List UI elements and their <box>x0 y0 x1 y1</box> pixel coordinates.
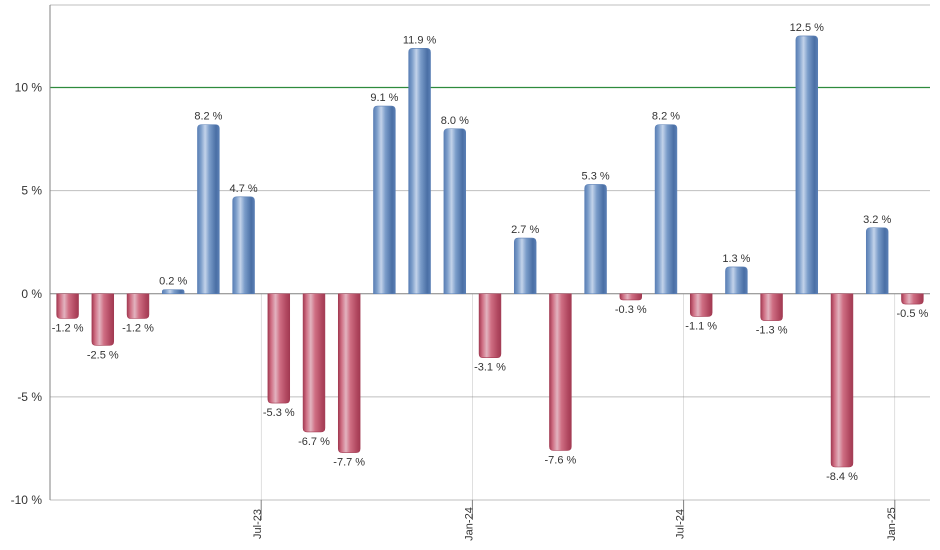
bar-value-label: -2.5 % <box>87 349 119 361</box>
bar-value-label: 8.2 % <box>652 111 680 123</box>
bar <box>444 129 466 294</box>
bar <box>549 294 571 451</box>
bar <box>831 294 853 467</box>
bar-value-label: 1.3 % <box>722 253 750 265</box>
bar-value-label: -5.3 % <box>263 407 295 419</box>
bar-value-label: -1.1 % <box>685 320 717 332</box>
bar-value-label: -1.3 % <box>756 325 788 337</box>
bar <box>338 294 360 453</box>
y-axis-label: 10 % <box>15 81 43 95</box>
x-axis-label: Jul-23 <box>252 509 264 539</box>
bar-value-label: 12.5 % <box>790 22 824 34</box>
bar <box>901 294 923 304</box>
bar <box>197 125 219 294</box>
bar <box>796 36 818 294</box>
bar <box>233 197 255 294</box>
y-axis-label: 5 % <box>21 184 42 198</box>
bar <box>514 238 536 294</box>
x-axis-label: Jan-25 <box>886 507 898 541</box>
bar-value-label: -8.4 % <box>826 471 858 483</box>
bar-value-label: -1.2 % <box>122 323 154 335</box>
bar <box>690 294 712 317</box>
bar-value-label: 11.9 % <box>403 34 437 46</box>
bar-value-label: 9.1 % <box>370 92 398 104</box>
bar <box>585 184 607 293</box>
bar-value-label: -3.1 % <box>474 362 506 374</box>
bar-chart: -10 % -5 % 0 % 5 % 10 % -1.2 % -2.5 % -1.2 % 0.2… <box>0 0 940 550</box>
bar-value-label: 0.2 % <box>159 276 187 288</box>
y-axis-label: -5 % <box>17 390 42 404</box>
bar <box>761 294 783 321</box>
bar-value-label: -6.7 % <box>298 436 330 448</box>
x-axis-label: Jan-24 <box>463 507 475 541</box>
chart-svg: -10 % -5 % 0 % 5 % 10 % -1.2 % -2.5 % -1.2 % 0.2… <box>0 0 940 550</box>
bar <box>655 125 677 294</box>
bar <box>268 294 290 403</box>
bar <box>866 228 888 294</box>
bar <box>409 48 431 293</box>
bar-value-label: -0.3 % <box>615 304 647 316</box>
x-axis-label: Jul-24 <box>675 509 687 539</box>
bar <box>162 290 184 294</box>
bar <box>303 294 325 432</box>
bar-value-label: -7.6 % <box>545 455 577 467</box>
bar <box>127 294 149 319</box>
bar <box>620 294 642 300</box>
bar <box>725 267 747 294</box>
bar-value-label: -7.7 % <box>333 457 365 469</box>
bar <box>479 294 501 358</box>
y-axis-label: 0 % <box>21 287 42 301</box>
bar-value-label: 4.7 % <box>230 183 258 195</box>
bar-value-label: -1.2 % <box>52 323 84 335</box>
bar <box>92 294 114 346</box>
bar <box>57 294 79 319</box>
bar <box>373 106 395 294</box>
bar-value-label: 5.3 % <box>582 170 610 182</box>
bar-value-label: 2.7 % <box>511 224 539 236</box>
bar-value-label: 3.2 % <box>863 214 891 226</box>
bar-value-label: -0.5 % <box>897 308 929 320</box>
bar-value-label: 8.0 % <box>441 115 469 127</box>
bar-value-label: 8.2 % <box>194 111 222 123</box>
y-axis-label: -10 % <box>11 493 43 507</box>
